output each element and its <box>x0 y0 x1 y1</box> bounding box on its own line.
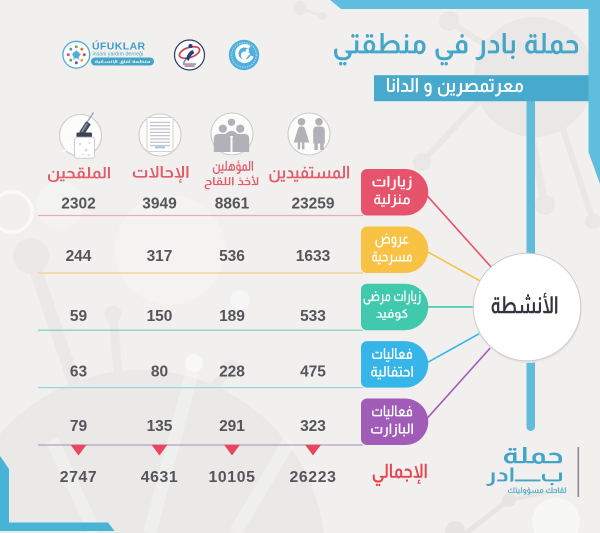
svg-text:135: 135 <box>147 418 173 435</box>
svg-text:533: 533 <box>300 308 326 325</box>
svg-text:150: 150 <box>147 308 173 325</box>
svg-text:1633: 1633 <box>296 248 331 265</box>
svg-text:59: 59 <box>70 308 88 325</box>
svg-text:79: 79 <box>70 418 88 435</box>
svg-text:ÚFUKLAR: ÚFUKLAR <box>92 40 146 53</box>
svg-text:189: 189 <box>219 308 245 325</box>
svg-text:23259: 23259 <box>291 196 334 213</box>
svg-text:63: 63 <box>70 364 88 381</box>
svg-text:10105: 10105 <box>209 469 256 486</box>
svg-text:insani yardım derneği: insani yardım derneği <box>93 52 144 58</box>
svg-text:2747: 2747 <box>60 469 98 486</box>
svg-text:4631: 4631 <box>141 469 179 486</box>
svg-text:2302: 2302 <box>61 196 95 213</box>
svg-text:244: 244 <box>66 248 92 265</box>
svg-text:8861: 8861 <box>215 196 250 213</box>
svg-text:317: 317 <box>147 248 173 265</box>
svg-text:475: 475 <box>300 364 326 381</box>
svg-text:228: 228 <box>219 364 245 381</box>
svg-text:3949: 3949 <box>142 196 177 213</box>
svg-text:536: 536 <box>219 248 245 265</box>
svg-text:80: 80 <box>151 364 168 381</box>
svg-text:26223: 26223 <box>290 469 337 486</box>
svg-text:323: 323 <box>300 418 326 435</box>
svg-text:291: 291 <box>219 418 245 435</box>
